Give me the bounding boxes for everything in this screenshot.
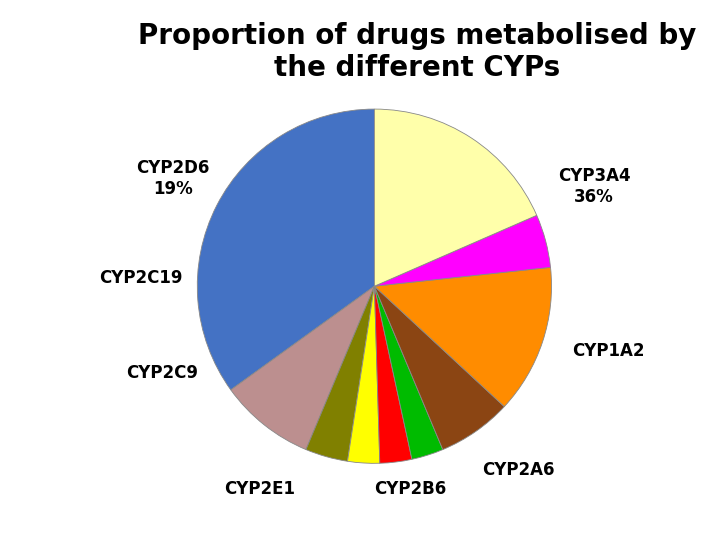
Wedge shape <box>374 267 552 407</box>
Text: CYP1A2: CYP1A2 <box>572 342 644 360</box>
Wedge shape <box>231 286 374 450</box>
Wedge shape <box>197 109 374 390</box>
Text: CYP3A4
36%: CYP3A4 36% <box>558 167 630 206</box>
Wedge shape <box>306 286 374 461</box>
Text: CYP2C19: CYP2C19 <box>99 269 182 287</box>
Wedge shape <box>374 286 443 460</box>
Text: CYP2C9: CYP2C9 <box>126 363 198 382</box>
Text: CYP2B6: CYP2B6 <box>374 480 446 498</box>
Text: Proportion of drugs metabolised by
the different CYPs: Proportion of drugs metabolised by the d… <box>138 22 697 82</box>
Wedge shape <box>374 109 536 286</box>
Wedge shape <box>374 215 551 286</box>
Text: CYP2D6
19%: CYP2D6 19% <box>136 159 210 198</box>
Text: CYP2A6: CYP2A6 <box>482 461 554 479</box>
Wedge shape <box>348 286 380 463</box>
Text: CYP2E1: CYP2E1 <box>224 480 294 498</box>
Wedge shape <box>374 286 504 450</box>
Wedge shape <box>374 286 412 463</box>
